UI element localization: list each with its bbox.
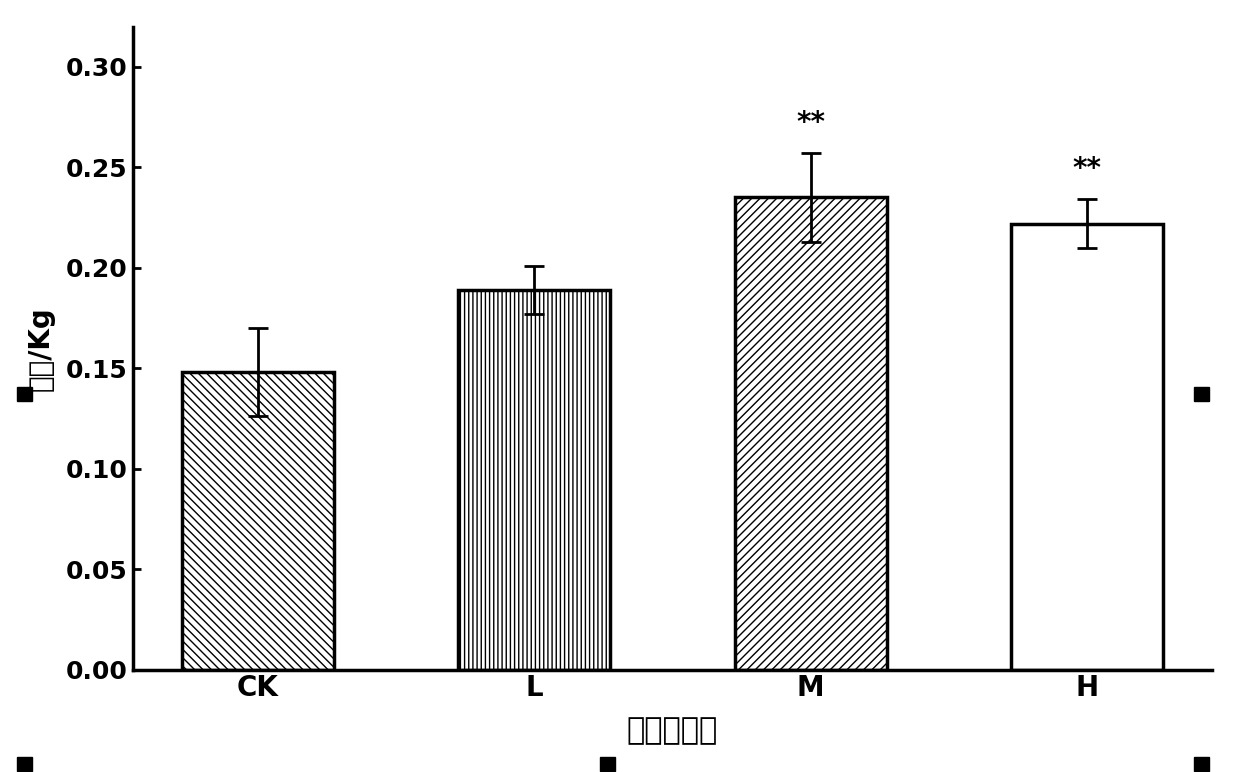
Text: **: **: [797, 109, 825, 137]
Bar: [182, 372, 333, 669]
Bar: [735, 198, 887, 669]
Text: **: **: [1073, 155, 1101, 184]
X-axis label: 平均日增重: 平均日增重: [627, 716, 719, 745]
Y-axis label: 重量/Kg: 重量/Kg: [27, 306, 55, 391]
Bar: [458, 290, 610, 669]
Bar: [1011, 224, 1163, 669]
